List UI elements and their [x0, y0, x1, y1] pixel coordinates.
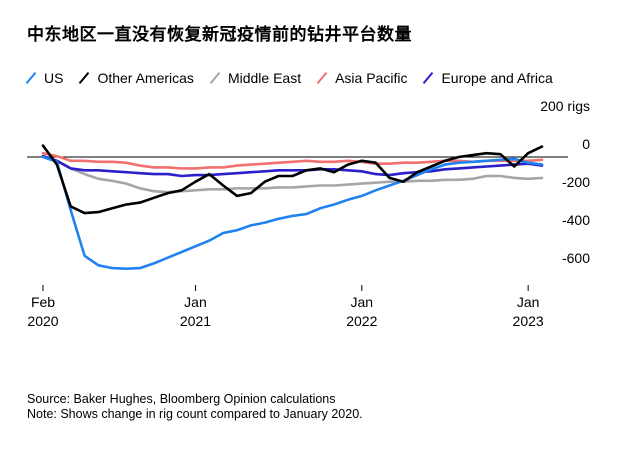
- legend-label: Middle East: [227, 70, 302, 86]
- series-line: [41, 154, 544, 178]
- legend-label: Europe and Africa: [441, 70, 553, 86]
- x-tick-label: Jan: [184, 294, 207, 310]
- chart-title: 中东地区一直没有恢复新冠疫情前的钻井平台数量: [27, 25, 412, 45]
- legend-label: Other Americas: [97, 70, 194, 86]
- legend-item: Europe and Africa: [421, 70, 553, 86]
- legend-item: US: [24, 70, 63, 86]
- x-tick-label: 2020: [27, 313, 58, 329]
- x-tick-label: Jan: [351, 294, 374, 310]
- legend-item: Asia Pacific: [315, 70, 407, 86]
- legend-item: Middle East: [208, 70, 301, 86]
- x-tick-label: Feb: [31, 294, 55, 310]
- chart-legend: US Other Americas Middle East Asia Pacific E…: [24, 70, 567, 86]
- x-tick-label: Jan: [517, 294, 540, 310]
- y-tick-label: 0: [582, 136, 590, 152]
- series-line: [41, 155, 544, 194]
- y-tick-label: -400: [562, 212, 590, 228]
- legend-label: Asia Pacific: [335, 70, 408, 86]
- y-tick-label: 200 rigs: [540, 98, 590, 114]
- legend-label: US: [44, 70, 64, 86]
- source-note: Source: Baker Hughes, Bloomberg Opinion …: [27, 392, 336, 406]
- series-line: [41, 144, 544, 215]
- x-tick-label: 2022: [346, 313, 377, 329]
- x-tick-label: 2023: [513, 313, 544, 329]
- legend-item: Other Americas: [77, 70, 194, 86]
- chart-footer: Source: Baker Hughes, Bloomberg Opinion …: [27, 392, 363, 422]
- series-line: [41, 151, 544, 170]
- y-tick-label: -600: [562, 250, 590, 266]
- y-tick-label: -200: [562, 174, 590, 190]
- x-tick-label: 2021: [180, 313, 211, 329]
- footnote: Note: Shows change in rig count compared…: [27, 407, 363, 421]
- series-line: [41, 155, 544, 270]
